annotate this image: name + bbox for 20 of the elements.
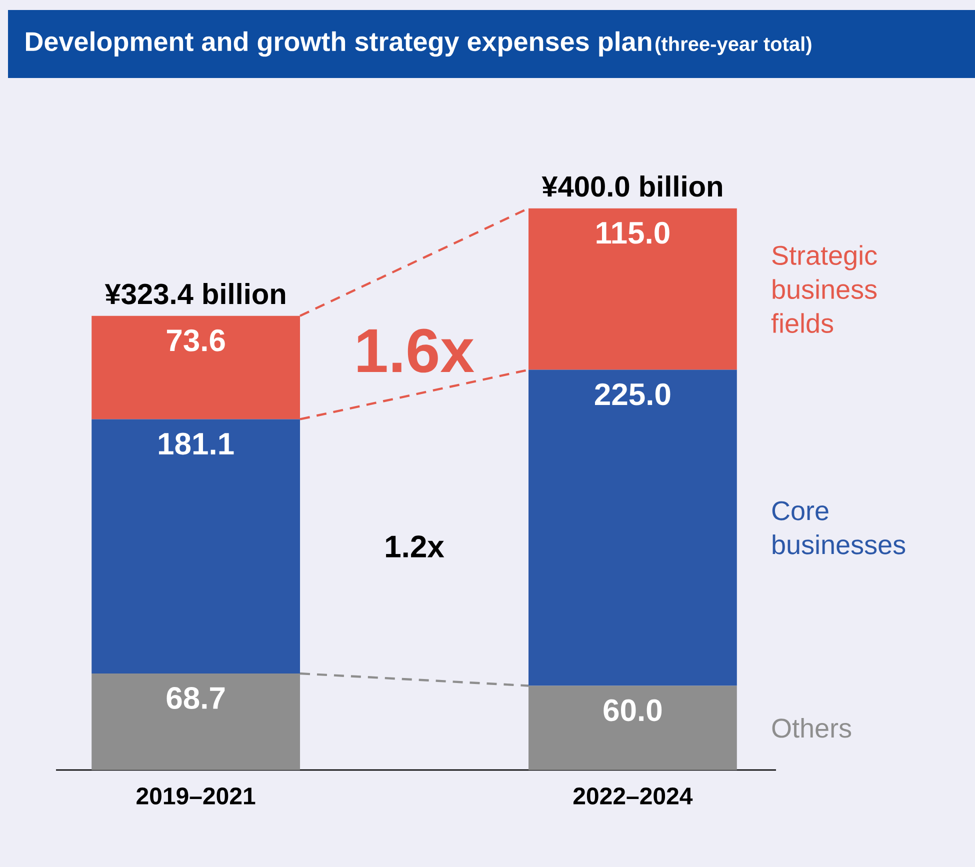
bar [528, 370, 737, 686]
annotation: 1.2x [386, 536, 444, 558]
data-label: 181.1 [158, 432, 234, 455]
series-label: Others [772, 718, 852, 738]
series-label: Strategic business fields [771, 245, 877, 333]
bar [528, 208, 737, 370]
chart-subtitle: (three-year total) [656, 36, 812, 56]
data-label: 115.0 [596, 222, 670, 244]
total-label: ¥400.0 billion [542, 175, 722, 197]
chart-title: Development and growth strategy expenses plan [26, 31, 652, 57]
x-tick-label: 2022–2024 [573, 788, 693, 805]
bar [92, 419, 300, 674]
series-label: Core businesses [772, 501, 906, 554]
total-label: ¥323.4 billion [104, 283, 286, 304]
data-label: 60.0 [604, 699, 662, 722]
data-label: 225.0 [594, 383, 670, 406]
data-label: 68.7 [166, 687, 225, 709]
data-label: 73.6 [166, 329, 225, 352]
annotation: 1.6x [358, 328, 474, 373]
x-tick-label: 2019–2021 [136, 788, 256, 805]
